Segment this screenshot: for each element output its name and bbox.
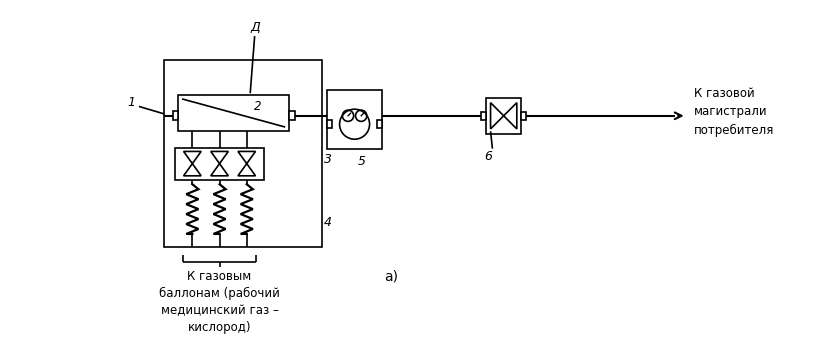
Text: 2: 2 xyxy=(254,100,261,113)
Text: 1: 1 xyxy=(127,96,136,109)
Text: 3: 3 xyxy=(324,154,332,166)
Bar xyxy=(377,120,382,128)
Bar xyxy=(481,112,486,120)
Text: 5: 5 xyxy=(358,155,366,168)
Text: 4: 4 xyxy=(324,216,332,229)
Text: а): а) xyxy=(384,269,398,284)
Bar xyxy=(328,120,332,128)
Text: К газовым
баллонам (рабочий
медицинский газ –
кислород): К газовым баллонам (рабочий медицинский … xyxy=(159,269,280,334)
Bar xyxy=(289,111,295,120)
Text: 6: 6 xyxy=(484,150,493,164)
Bar xyxy=(521,112,526,120)
Text: Д: Д xyxy=(251,21,261,34)
Bar xyxy=(328,90,382,149)
Text: К газовой
магистрали
потребителя: К газовой магистрали потребителя xyxy=(694,88,775,137)
Bar xyxy=(486,98,521,134)
Bar xyxy=(176,148,264,179)
Bar xyxy=(178,95,289,131)
Bar xyxy=(172,111,178,120)
Bar xyxy=(164,60,322,247)
